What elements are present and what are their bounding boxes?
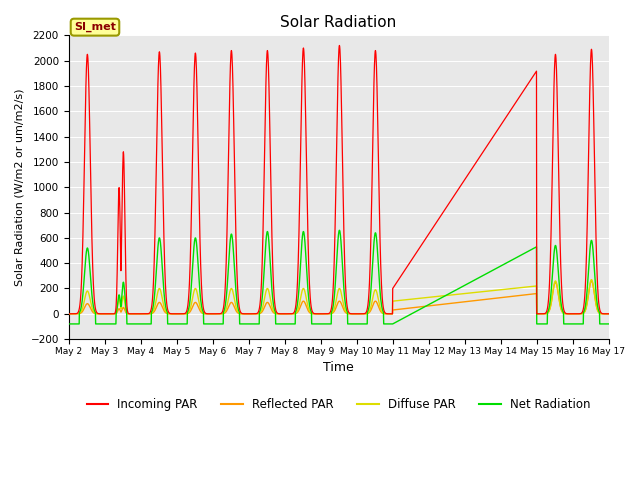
Y-axis label: Solar Radiation (W/m2 or um/m2/s): Solar Radiation (W/m2 or um/m2/s) (15, 88, 25, 286)
Title: Solar Radiation: Solar Radiation (280, 15, 397, 30)
Legend: Incoming PAR, Reflected PAR, Diffuse PAR, Net Radiation: Incoming PAR, Reflected PAR, Diffuse PAR… (82, 394, 595, 416)
Text: SI_met: SI_met (74, 22, 116, 32)
X-axis label: Time: Time (323, 361, 354, 374)
